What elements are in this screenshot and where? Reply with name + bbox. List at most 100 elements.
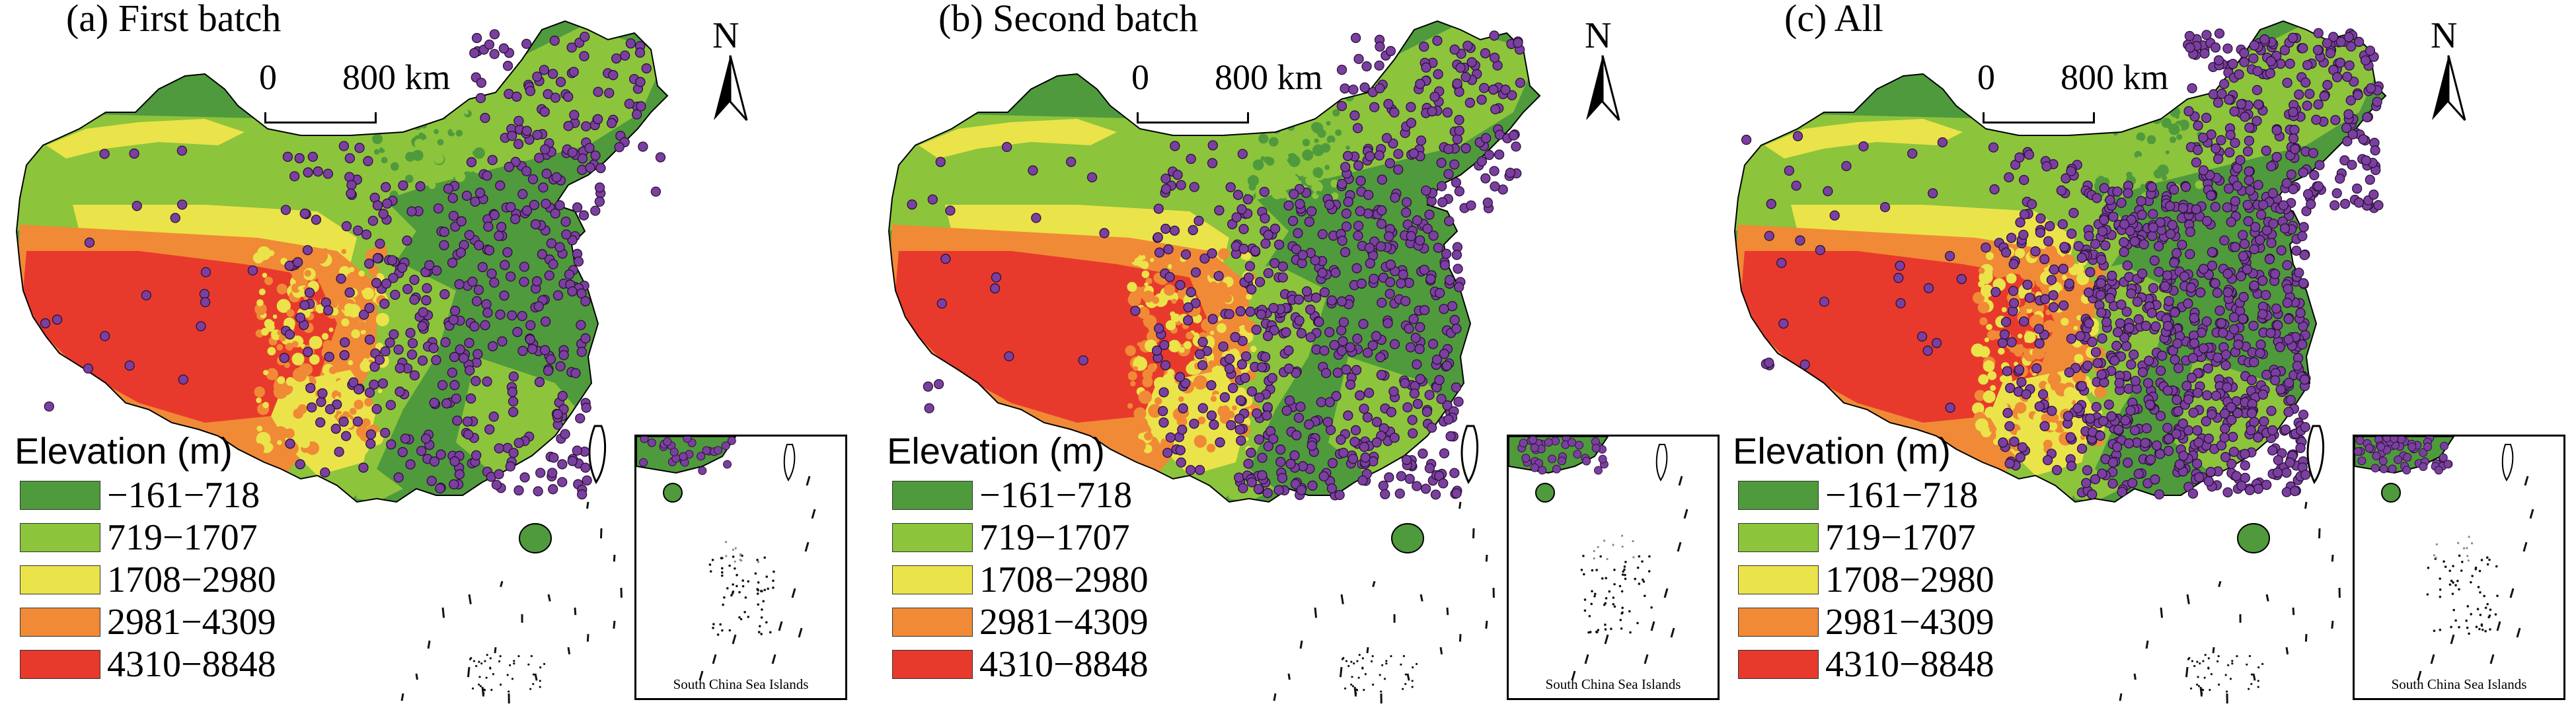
site-point (567, 286, 578, 297)
site-point (1296, 328, 1307, 339)
site-point (1419, 264, 1429, 275)
site-point (624, 98, 635, 109)
site-point (1336, 65, 1347, 75)
site-point (1197, 403, 1208, 413)
site-point (1254, 392, 1265, 403)
site-point (1432, 36, 1443, 46)
site-point (1317, 267, 1328, 278)
site-point (1253, 483, 1264, 495)
site-point (390, 289, 400, 301)
site-point (1189, 182, 1199, 192)
legend-label: 4310−8848 (1825, 644, 1994, 685)
site-point (577, 153, 588, 164)
legend-item: 4310−8848 (892, 644, 1196, 685)
site-point (1363, 190, 1374, 200)
site-point (1439, 349, 1450, 359)
site-point (1476, 156, 1488, 167)
site-point (2021, 389, 2031, 400)
site-point (377, 378, 389, 389)
site-point (2090, 347, 2102, 357)
site-point (2112, 186, 2123, 197)
site-point (495, 180, 506, 191)
site-point (2343, 109, 2354, 120)
site-point (488, 411, 499, 422)
site-point (1829, 210, 1840, 221)
site-point (1307, 206, 1317, 217)
legend-item: −161−718 (892, 475, 1196, 516)
site-point (2240, 112, 2250, 122)
site-point (2009, 437, 2020, 447)
legend-swatch (892, 565, 973, 594)
site-point (2279, 223, 2291, 234)
site-point (1945, 402, 1955, 413)
inset-label: South China Sea Islands (1545, 676, 1681, 692)
legend-label: 4310−8848 (979, 644, 1149, 685)
site-point (1466, 57, 1477, 67)
site-point (1420, 483, 1431, 494)
site-point (2230, 242, 2240, 252)
site-point (2265, 68, 2275, 79)
site-point (1400, 296, 1411, 306)
inset-map (636, 437, 816, 681)
site-point (2322, 80, 2333, 90)
site-point (1434, 374, 1445, 386)
site-point (1263, 230, 1273, 240)
site-point (1353, 230, 1363, 241)
site-point (2105, 293, 2115, 304)
site-point (1441, 361, 1453, 371)
site-point (2343, 32, 2354, 42)
site-point (1369, 102, 1380, 112)
site-point (2213, 154, 2224, 164)
site-point (576, 347, 587, 357)
panel-title: (a) First batch (66, 0, 282, 40)
site-point (435, 483, 445, 494)
site-point (341, 431, 352, 441)
site-point (2232, 407, 2243, 419)
site-point (1193, 215, 1204, 227)
site-point (1443, 414, 1454, 425)
site-point (346, 180, 357, 190)
site-point (450, 305, 461, 316)
north-arrow: N (701, 15, 760, 127)
site-point (1427, 106, 1437, 117)
site-point (395, 363, 405, 374)
site-point (1349, 110, 1360, 121)
site-point (1421, 62, 1431, 73)
site-point (2298, 409, 2309, 420)
site-point (2059, 242, 2070, 252)
site-point (547, 468, 558, 478)
site-point (1454, 114, 1464, 125)
site-point (1236, 359, 1248, 370)
site-point (482, 307, 493, 318)
site-point (2083, 287, 2094, 298)
site-point (1283, 363, 1294, 374)
site-point (2016, 376, 2027, 388)
site-point (2249, 417, 2259, 427)
site-point (1263, 441, 1273, 452)
site-point (2258, 199, 2269, 210)
site-point (1879, 201, 1891, 213)
site-point (2299, 250, 2310, 260)
site-point (1415, 322, 1425, 333)
site-point (405, 459, 416, 470)
site-point (1500, 85, 1511, 95)
site-point (611, 53, 622, 64)
site-point (2215, 305, 2225, 316)
site-point (284, 329, 295, 340)
site-point (2056, 185, 2066, 196)
site-point (2178, 450, 2189, 461)
site-point (531, 276, 543, 287)
site-point (489, 277, 500, 288)
site-point (1307, 441, 1317, 451)
site-point (2201, 30, 2212, 40)
site-point (2201, 316, 2212, 327)
site-point (2236, 271, 2246, 281)
map-panel-3: (c) All 0 800 km N Elevation (m) −161−71… (1718, 0, 2576, 708)
site-point (1260, 213, 1270, 224)
site-point (1268, 433, 1279, 444)
site-point (2185, 282, 2197, 293)
site-point (594, 182, 605, 193)
site-point (1462, 40, 1473, 51)
site-point (2252, 66, 2263, 77)
legend-label: 2981−4309 (1825, 602, 1994, 643)
